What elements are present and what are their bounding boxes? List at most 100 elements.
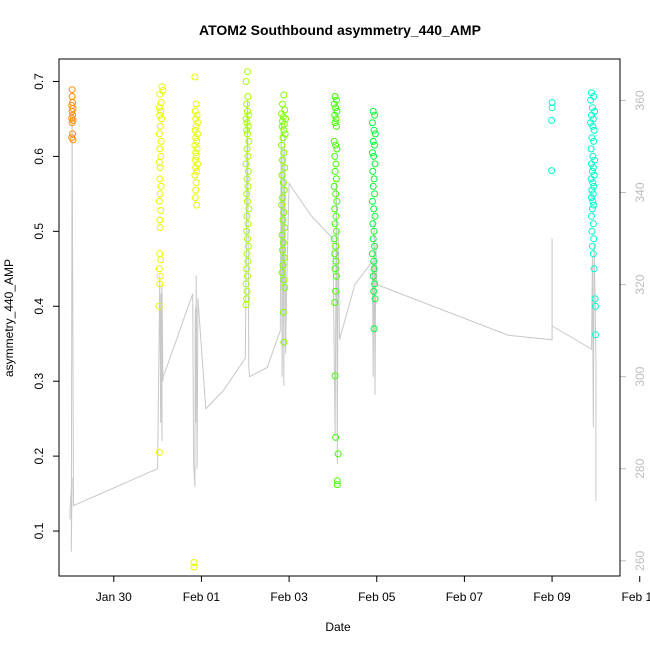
data-point bbox=[156, 272, 164, 280]
data-point bbox=[333, 145, 341, 153]
data-point bbox=[192, 115, 200, 123]
data-point bbox=[281, 224, 289, 232]
y2-tick-label: 300 bbox=[633, 366, 647, 386]
data-point bbox=[592, 302, 599, 310]
data-point bbox=[370, 325, 378, 333]
data-point bbox=[371, 295, 379, 303]
data-point bbox=[590, 265, 598, 273]
data-point bbox=[192, 179, 200, 187]
data-point bbox=[589, 250, 597, 258]
x-axis-label: Date bbox=[325, 620, 351, 634]
data-point bbox=[588, 167, 596, 175]
data-point bbox=[331, 93, 339, 100]
data-point bbox=[243, 119, 251, 127]
data-point bbox=[589, 220, 597, 228]
data-point bbox=[193, 137, 201, 145]
data-point bbox=[588, 104, 596, 112]
data-point bbox=[245, 137, 253, 145]
data-point bbox=[243, 126, 251, 134]
data-point bbox=[590, 126, 598, 134]
x-tick-label: Feb 07 bbox=[446, 590, 484, 604]
data-point bbox=[548, 167, 556, 175]
data-point bbox=[278, 122, 286, 130]
data-point bbox=[589, 179, 597, 187]
data-point bbox=[191, 126, 199, 134]
data-point bbox=[588, 160, 595, 168]
data-point bbox=[159, 87, 167, 94]
data-point bbox=[548, 104, 556, 112]
data-point bbox=[371, 141, 379, 149]
data-point bbox=[371, 111, 379, 119]
y-tick-label: 0.2 bbox=[32, 447, 46, 464]
data-point bbox=[280, 126, 288, 134]
x-tick-label: Feb 01 bbox=[183, 590, 221, 604]
data-point bbox=[68, 107, 76, 115]
data-point bbox=[193, 167, 201, 175]
data-point bbox=[332, 272, 340, 280]
data-point bbox=[281, 130, 289, 138]
data-point bbox=[369, 235, 377, 243]
data-point bbox=[331, 265, 339, 273]
data-point bbox=[332, 122, 340, 130]
data-point bbox=[371, 212, 379, 220]
data-point bbox=[157, 107, 165, 115]
data-point bbox=[279, 113, 287, 121]
data-point bbox=[156, 224, 164, 232]
data-point bbox=[371, 190, 379, 198]
y-tick-label: 0.7 bbox=[32, 73, 46, 90]
data-point bbox=[279, 194, 286, 202]
data-point bbox=[587, 96, 595, 104]
data-point bbox=[590, 182, 598, 190]
data-point bbox=[280, 254, 288, 262]
data-point bbox=[369, 272, 377, 280]
data-point bbox=[279, 239, 287, 247]
data-point bbox=[587, 145, 595, 153]
x-tick-label: Feb 03 bbox=[270, 590, 308, 604]
data-point bbox=[370, 287, 378, 295]
data-point bbox=[589, 197, 597, 205]
data-point bbox=[194, 130, 201, 138]
data-point bbox=[278, 201, 286, 209]
data-point bbox=[370, 152, 378, 160]
data-point bbox=[588, 227, 596, 235]
data-point bbox=[370, 227, 378, 235]
data-point bbox=[371, 160, 379, 168]
data-point bbox=[280, 276, 288, 284]
data-point bbox=[244, 257, 252, 265]
data-point bbox=[589, 164, 597, 172]
data-point bbox=[244, 197, 251, 205]
data-point bbox=[158, 83, 166, 91]
data-point bbox=[190, 559, 198, 566]
data-point bbox=[192, 152, 200, 160]
data-point bbox=[587, 119, 595, 127]
data-point bbox=[369, 167, 377, 175]
data-point bbox=[370, 175, 378, 183]
chart-title: ATOM2 Southbound asymmetry_440_AMP bbox=[199, 22, 481, 38]
data-point bbox=[331, 250, 339, 258]
data-point bbox=[192, 149, 200, 157]
data-point bbox=[242, 280, 250, 288]
data-point bbox=[244, 235, 251, 243]
data-point bbox=[368, 119, 376, 127]
data-point bbox=[281, 164, 289, 172]
data-point bbox=[156, 280, 164, 288]
data-point bbox=[69, 136, 77, 144]
data-point bbox=[333, 477, 341, 485]
data-point bbox=[369, 182, 377, 190]
x-tick-label: Feb 05 bbox=[358, 590, 396, 604]
data-point bbox=[333, 197, 341, 205]
data-point bbox=[279, 216, 287, 224]
data-point bbox=[333, 481, 341, 489]
data-point bbox=[332, 104, 340, 112]
data-point bbox=[280, 91, 288, 99]
data-point bbox=[155, 302, 163, 310]
y-tick-label: 0.1 bbox=[32, 522, 46, 539]
data-point bbox=[590, 235, 598, 243]
data-point bbox=[244, 107, 251, 115]
data-point bbox=[331, 220, 339, 228]
data-point bbox=[155, 265, 163, 273]
data-point bbox=[332, 227, 340, 235]
x-tick-label: Feb 09 bbox=[533, 590, 571, 604]
data-point bbox=[243, 227, 251, 235]
